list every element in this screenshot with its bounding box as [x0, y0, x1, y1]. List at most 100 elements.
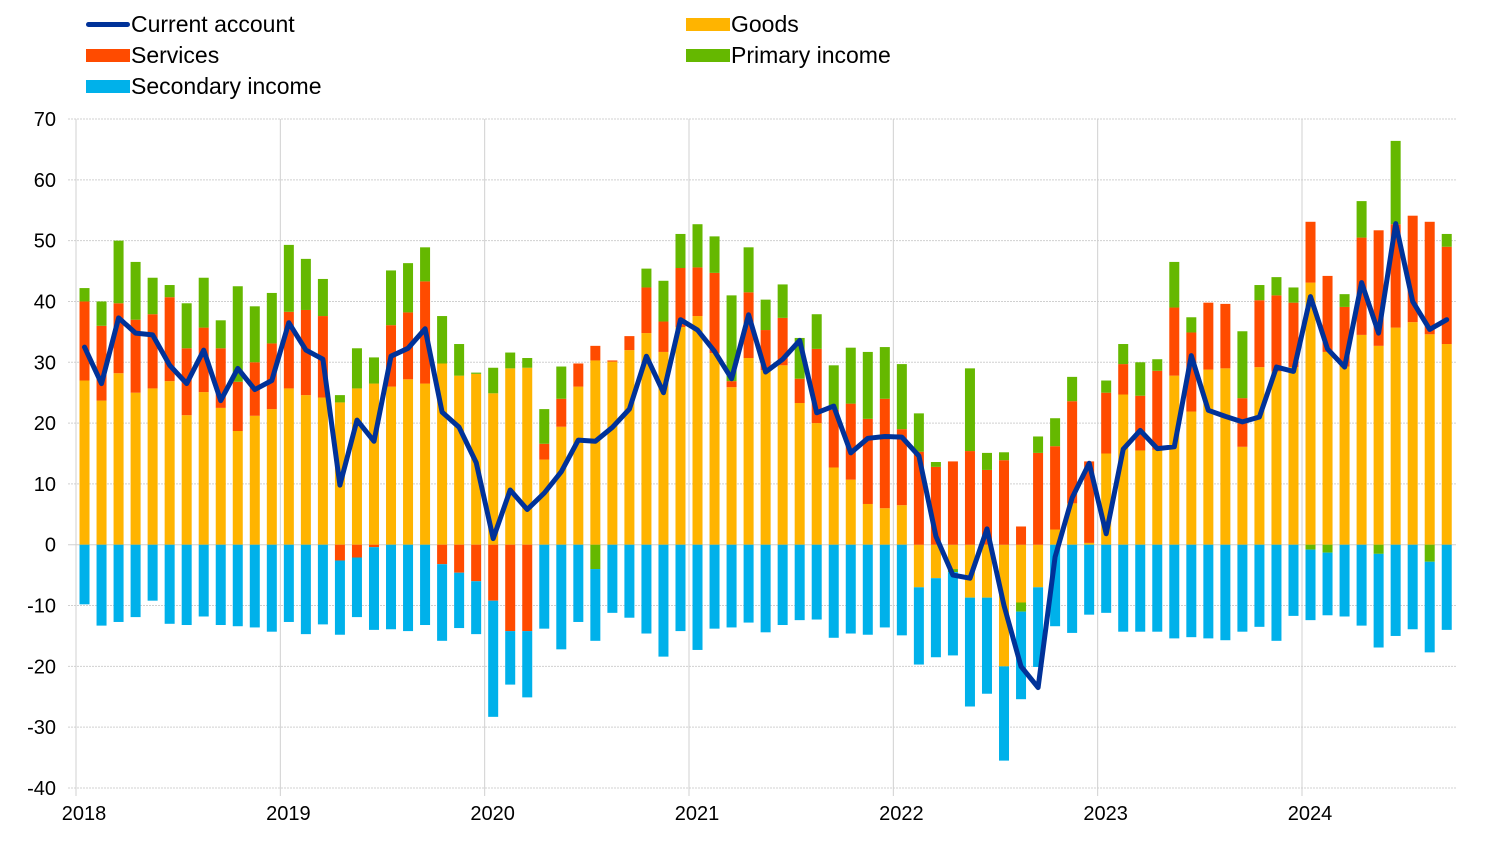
bar-goods — [130, 392, 141, 545]
bar-services — [1322, 275, 1333, 352]
bar-goods — [283, 388, 294, 545]
legend-item-current-account: Current account — [86, 9, 295, 40]
bar-goods — [828, 467, 839, 545]
bar-goods — [1339, 366, 1350, 545]
bar-services — [675, 268, 686, 327]
bar-primary — [522, 358, 533, 368]
bar-goods — [1322, 351, 1333, 545]
bar-primary — [1169, 261, 1180, 308]
bar-secondary — [1084, 544, 1095, 615]
bar-secondary — [726, 544, 737, 628]
bar-secondary — [896, 544, 907, 636]
y-tick-label: 60 — [34, 170, 56, 192]
bar-secondary — [420, 544, 431, 626]
bar-secondary — [573, 544, 584, 622]
legend-label: Secondary income — [131, 73, 322, 99]
bar-services — [1390, 224, 1401, 328]
legend-label: Services — [131, 42, 220, 68]
bar-goods — [79, 380, 90, 545]
bar-goods — [368, 383, 379, 545]
bar-goods — [1373, 345, 1384, 545]
bar-secondary — [317, 544, 328, 625]
bar-secondary — [454, 572, 465, 629]
bar-goods — [1254, 367, 1265, 545]
bar-secondary — [999, 666, 1010, 761]
bar-goods — [437, 363, 448, 545]
bar-services — [454, 544, 465, 573]
bar-goods — [198, 392, 209, 545]
bar-primary — [266, 292, 277, 344]
bar-services — [981, 469, 992, 545]
bar-services — [232, 381, 243, 431]
bar-secondary — [1152, 544, 1163, 632]
bar-primary — [403, 263, 414, 313]
bar-goods — [1050, 529, 1061, 545]
bar-services — [1186, 332, 1197, 412]
bar-secondary — [913, 587, 924, 665]
bar-goods — [760, 370, 771, 545]
y-tick-label: 70 — [34, 109, 56, 131]
bar-primary — [1101, 380, 1112, 393]
bar-services — [947, 461, 958, 545]
bar-services — [1339, 306, 1350, 367]
bar-goods — [164, 381, 175, 545]
bar-goods — [181, 415, 192, 545]
bar-secondary — [300, 544, 311, 635]
bar-secondary — [1339, 544, 1350, 617]
bar-goods — [743, 358, 754, 545]
bar-secondary — [79, 544, 90, 605]
bar-services — [999, 460, 1010, 545]
bar-secondary — [1033, 587, 1044, 667]
bar-secondary — [1407, 544, 1418, 630]
bar-services — [930, 466, 941, 545]
bar-secondary — [641, 544, 652, 634]
bar-services — [471, 544, 482, 582]
bar-primary — [675, 233, 686, 269]
bar-primary — [437, 316, 448, 364]
bar-primary — [1254, 285, 1265, 301]
bar-services — [1305, 221, 1316, 283]
bar-services — [1033, 452, 1044, 545]
bar-services — [743, 292, 754, 359]
bar-secondary — [1288, 544, 1299, 616]
bar-secondary — [249, 544, 260, 628]
bar-services — [726, 381, 737, 388]
bar-secondary — [1186, 544, 1197, 638]
bar-goods — [1271, 371, 1282, 545]
y-tick-label: -30 — [27, 717, 56, 739]
bar-goods — [266, 409, 277, 545]
bar-primary — [198, 277, 209, 328]
bar-services — [1118, 364, 1129, 395]
bar-services — [505, 544, 516, 632]
bar-services — [1407, 215, 1418, 323]
bar-primary — [1067, 376, 1078, 402]
bar-services — [573, 363, 584, 387]
bar-goods — [913, 544, 924, 588]
bar-secondary — [1441, 544, 1452, 630]
bar-series — [79, 140, 1452, 761]
bar-goods — [539, 459, 550, 545]
bar-secondary — [147, 544, 158, 601]
bar-secondary — [675, 544, 686, 632]
bar-primary — [386, 270, 397, 326]
bar-secondary — [130, 544, 141, 618]
bar-goods — [488, 393, 499, 545]
bar-goods — [1118, 394, 1129, 545]
x-tick-label: 2022 — [879, 803, 924, 825]
bar-secondary — [96, 544, 107, 626]
bar-secondary — [1203, 544, 1214, 639]
bar-primary — [726, 295, 737, 382]
bar-services — [692, 267, 703, 317]
bar-secondary — [1016, 611, 1027, 700]
bar-secondary — [164, 544, 175, 624]
bar-primary — [777, 284, 788, 318]
bar-goods — [522, 367, 533, 545]
bar-primary — [181, 303, 192, 349]
bar-services — [1169, 307, 1180, 376]
bar-primary — [283, 244, 294, 312]
y-tick-label: 30 — [34, 352, 56, 374]
bar-services — [1101, 392, 1112, 454]
bar-primary — [334, 395, 345, 403]
bar-secondary — [334, 560, 345, 635]
bar-services — [641, 287, 652, 334]
